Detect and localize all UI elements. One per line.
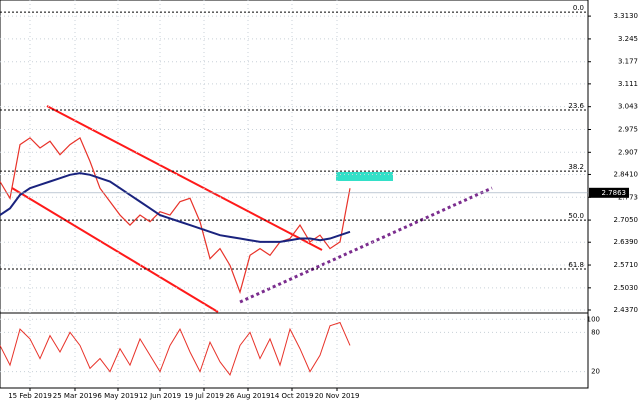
y-tick-label: 2.6390 (614, 238, 639, 246)
y-tick-label: 3.043 (618, 103, 638, 111)
x-tick-label: 14 Oct 2019 (270, 392, 313, 400)
x-tick-label: 6 May 2019 (97, 392, 138, 400)
y-tick-label: 2.8410 (614, 170, 639, 178)
y-tick-label: 2.7050 (614, 216, 639, 224)
fib-label: 0.0 (573, 4, 584, 12)
osc-tick-label: 100 (587, 315, 600, 323)
price-line (0, 136, 351, 295)
channel-lower (11, 187, 219, 313)
oscillator-line (0, 321, 351, 376)
y-tick-label: 2.5030 (614, 284, 639, 292)
fib-label: 38.2 (568, 163, 584, 171)
fib-label: 23.6 (568, 102, 584, 110)
x-tick-label: 15 Feb 2019 (8, 392, 52, 400)
y-tick-label: 2.907 (618, 148, 638, 156)
target-zone (336, 172, 393, 181)
current-price-label: 2.7863 (602, 189, 627, 197)
y-tick-label: 3.245 (618, 35, 638, 43)
fib-label: 50.0 (568, 212, 584, 220)
y-tick-label: 2.5710 (614, 261, 639, 269)
osc-tick-label: 20 (591, 368, 600, 376)
channel-upper (46, 105, 323, 251)
osc-tick-label: 80 (591, 328, 600, 336)
x-tick-label: 19 Jul 2019 (184, 392, 224, 400)
x-tick-label: 25 Mar 2019 (53, 392, 97, 400)
annotations (11, 105, 493, 313)
x-tick-label: 20 Nov 2019 (315, 392, 360, 400)
fib-label: 61.8 (568, 261, 584, 269)
y-tick-label: 2.4370 (614, 306, 639, 314)
y-tick-label: 3.177 (618, 58, 638, 66)
price-line (0, 172, 351, 243)
x-tick-label: 12 Jun 2019 (139, 392, 181, 400)
y-tick-label: 2.975 (618, 125, 638, 133)
price-box (589, 187, 629, 198)
y-tick-label: 3.111 (618, 80, 638, 88)
plot-frame (0, 0, 589, 389)
trend-line (239, 186, 493, 304)
x-tick-label: 26 Aug 2019 (226, 392, 271, 400)
y-tick-label: 3.3130 (614, 12, 639, 20)
